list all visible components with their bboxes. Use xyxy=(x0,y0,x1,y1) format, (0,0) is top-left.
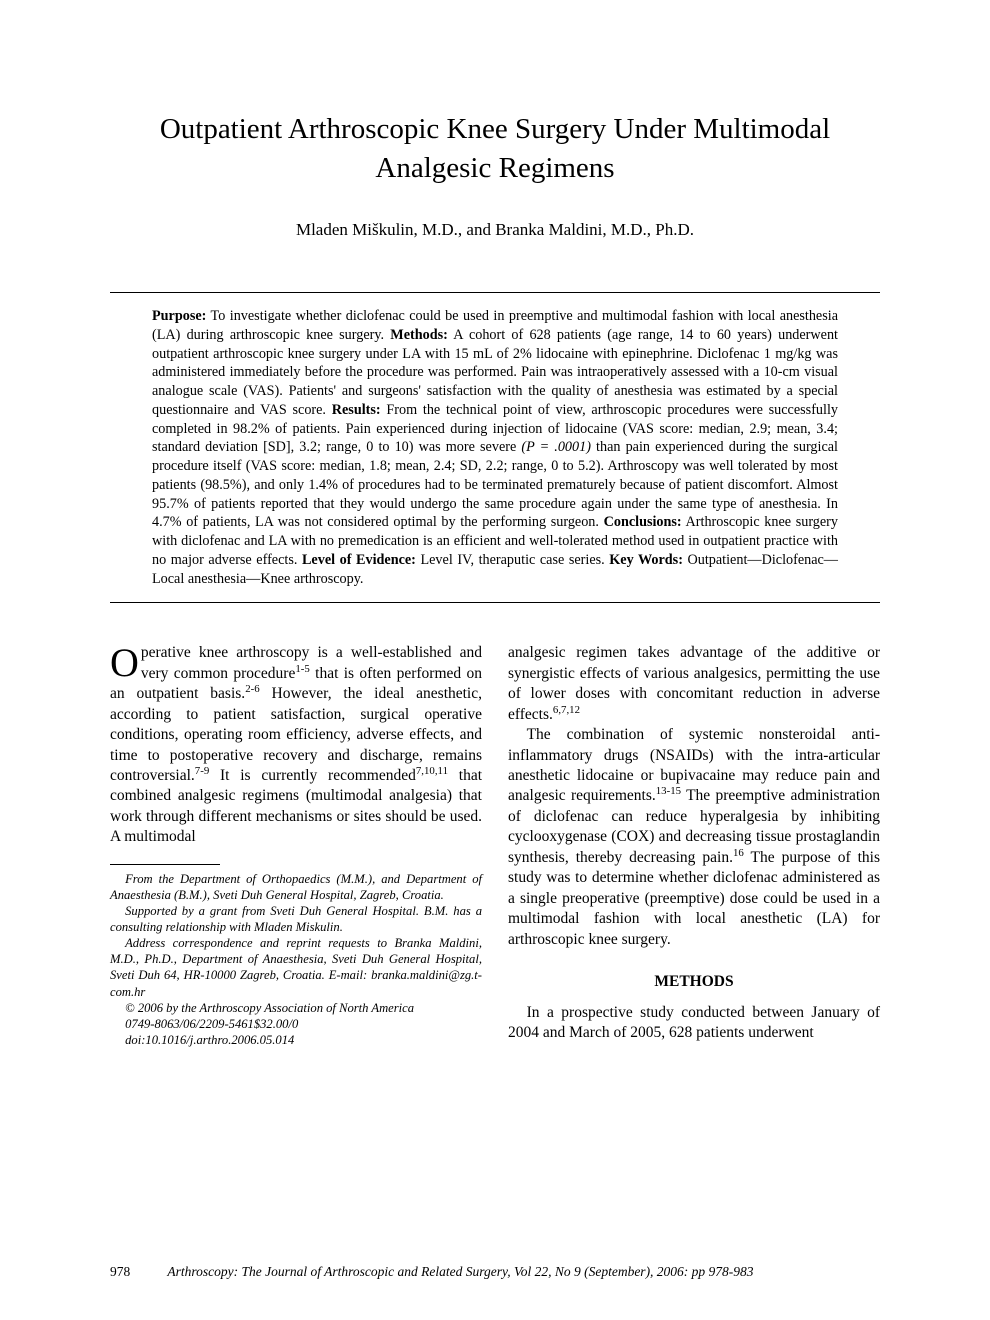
footnote-rule xyxy=(110,864,220,865)
footnote-support: Supported by a grant from Sveti Duh Gene… xyxy=(110,903,482,935)
footnote-doi: doi:10.1016/j.arthro.2006.05.014 xyxy=(110,1032,482,1048)
footnote-correspondence: Address correspondence and reprint reque… xyxy=(110,935,482,999)
page-footer: 978 Arthroscopy: The Journal of Arthrosc… xyxy=(110,1264,880,1280)
citation-sup: 1-5 xyxy=(295,663,309,675)
dropcap: O xyxy=(110,643,141,680)
methods-heading: METHODS xyxy=(508,972,880,992)
abstract-label-purpose: Purpose: xyxy=(152,308,206,324)
footnotes-block: From the Department of Orthopaedics (M.M… xyxy=(110,871,482,1048)
citation-sup: 6,7,12 xyxy=(553,704,580,716)
footer-citation: Arthroscopy: The Journal of Arthroscopic… xyxy=(167,1264,753,1279)
p1-text-d: It is currently recommended xyxy=(209,767,416,784)
citation-sup: 13-15 xyxy=(656,785,681,797)
authors-line: Mladen Miškulin, M.D., and Branka Maldin… xyxy=(110,220,880,240)
citation-sup: 7,10,11 xyxy=(416,765,448,777)
body-paragraph-1b: analgesic regimen takes advantage of the… xyxy=(508,643,880,725)
abstract-label-results: Results: xyxy=(332,402,381,418)
abstract-label-loe: Level of Evidence: xyxy=(302,552,416,568)
body-paragraph-2: The combination of systemic nonsteroidal… xyxy=(508,725,880,950)
page-number: 978 xyxy=(110,1264,164,1280)
citation-sup: 16 xyxy=(733,847,744,859)
citation-sup: 7-9 xyxy=(195,765,209,777)
page: Outpatient Arthroscopic Knee Surgery Und… xyxy=(0,0,990,1320)
abstract-rule-top xyxy=(110,292,880,293)
abstract-label-conclusions: Conclusions: xyxy=(604,514,682,530)
footnote-issn: 0749-8063/06/2209-5461$32.00/0 xyxy=(110,1016,482,1032)
abstract-label-keywords: Key Words: xyxy=(609,552,683,568)
body-paragraph-1a: Operative knee arthroscopy is a well-est… xyxy=(110,643,482,848)
citation-sup: 2-6 xyxy=(245,683,259,695)
abstract-results-pvalue: (P = .0001) xyxy=(521,439,591,455)
article-title: Outpatient Arthroscopic Knee Surgery Und… xyxy=(110,110,880,188)
abstract-label-methods: Methods: xyxy=(390,327,448,343)
footnote-copyright: © 2006 by the Arthroscopy Association of… xyxy=(110,1000,482,1016)
footnote-affiliation: From the Department of Orthopaedics (M.M… xyxy=(110,871,482,903)
body-columns: Operative knee arthroscopy is a well-est… xyxy=(110,643,880,1048)
abstract-block: Purpose: To investigate whether diclofen… xyxy=(110,307,880,588)
body-paragraph-3: In a prospective study conducted between… xyxy=(508,1003,880,1044)
abstract-loe: Level IV, theraputic case series. xyxy=(416,552,609,568)
abstract-rule-bottom xyxy=(110,602,880,603)
left-column-block: Operative knee arthroscopy is a well-est… xyxy=(110,643,482,1048)
